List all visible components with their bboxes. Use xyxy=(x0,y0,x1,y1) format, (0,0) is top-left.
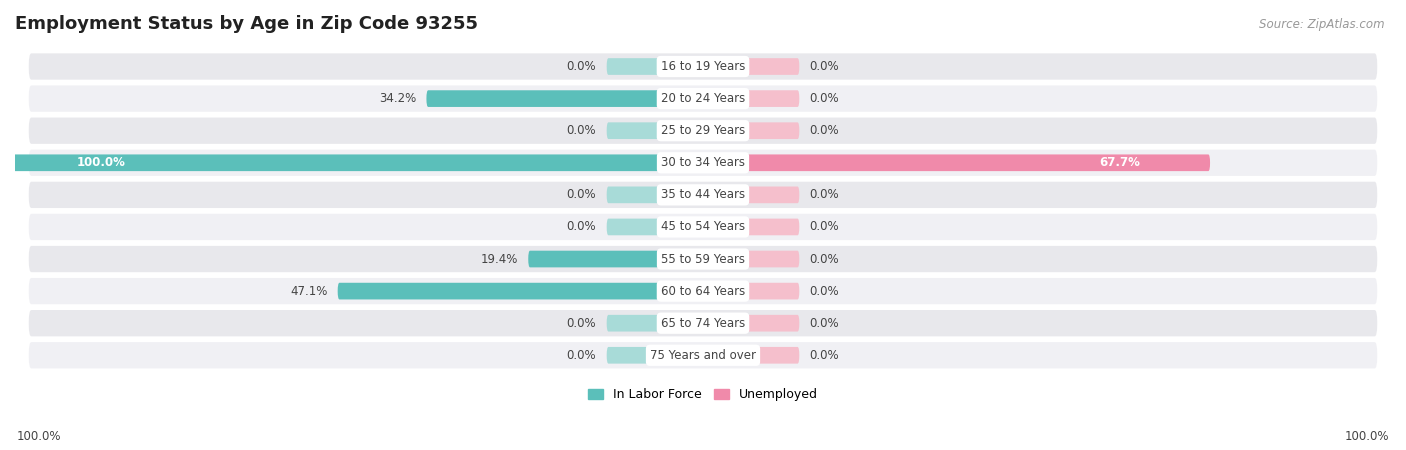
Text: 0.0%: 0.0% xyxy=(567,349,596,362)
Text: 0.0%: 0.0% xyxy=(567,60,596,73)
Text: 60 to 64 Years: 60 to 64 Years xyxy=(661,284,745,297)
Text: Employment Status by Age in Zip Code 93255: Employment Status by Age in Zip Code 932… xyxy=(15,15,478,33)
Text: 0.0%: 0.0% xyxy=(810,220,839,234)
FancyBboxPatch shape xyxy=(606,186,662,203)
FancyBboxPatch shape xyxy=(606,315,662,332)
Text: 16 to 19 Years: 16 to 19 Years xyxy=(661,60,745,73)
FancyBboxPatch shape xyxy=(744,154,1211,171)
Text: 19.4%: 19.4% xyxy=(481,252,517,266)
Text: 35 to 44 Years: 35 to 44 Years xyxy=(661,189,745,201)
FancyBboxPatch shape xyxy=(0,154,662,171)
FancyBboxPatch shape xyxy=(28,310,1378,336)
FancyBboxPatch shape xyxy=(744,186,800,203)
Text: 45 to 54 Years: 45 to 54 Years xyxy=(661,220,745,234)
Text: 67.7%: 67.7% xyxy=(1099,156,1140,169)
Text: 0.0%: 0.0% xyxy=(567,220,596,234)
Text: 0.0%: 0.0% xyxy=(810,317,839,330)
FancyBboxPatch shape xyxy=(606,58,662,75)
Text: 55 to 59 Years: 55 to 59 Years xyxy=(661,252,745,266)
Text: 0.0%: 0.0% xyxy=(810,189,839,201)
Text: 0.0%: 0.0% xyxy=(567,317,596,330)
FancyBboxPatch shape xyxy=(744,58,800,75)
FancyBboxPatch shape xyxy=(28,149,1378,176)
Text: 20 to 24 Years: 20 to 24 Years xyxy=(661,92,745,105)
FancyBboxPatch shape xyxy=(337,283,662,299)
Text: 25 to 29 Years: 25 to 29 Years xyxy=(661,124,745,137)
FancyBboxPatch shape xyxy=(606,219,662,235)
FancyBboxPatch shape xyxy=(28,246,1378,272)
FancyBboxPatch shape xyxy=(28,182,1378,208)
Text: 47.1%: 47.1% xyxy=(290,284,328,297)
FancyBboxPatch shape xyxy=(28,342,1378,369)
FancyBboxPatch shape xyxy=(28,54,1378,80)
Text: 0.0%: 0.0% xyxy=(810,284,839,297)
FancyBboxPatch shape xyxy=(744,122,800,139)
FancyBboxPatch shape xyxy=(744,90,800,107)
Text: 0.0%: 0.0% xyxy=(810,60,839,73)
Text: Source: ZipAtlas.com: Source: ZipAtlas.com xyxy=(1260,18,1385,31)
Text: 0.0%: 0.0% xyxy=(567,189,596,201)
Text: 65 to 74 Years: 65 to 74 Years xyxy=(661,317,745,330)
FancyBboxPatch shape xyxy=(28,117,1378,144)
FancyBboxPatch shape xyxy=(744,219,800,235)
Text: 0.0%: 0.0% xyxy=(810,252,839,266)
Text: 100.0%: 100.0% xyxy=(1344,430,1389,443)
FancyBboxPatch shape xyxy=(28,86,1378,112)
FancyBboxPatch shape xyxy=(606,347,662,364)
FancyBboxPatch shape xyxy=(426,90,662,107)
FancyBboxPatch shape xyxy=(744,315,800,332)
Text: 100.0%: 100.0% xyxy=(17,430,62,443)
Text: 0.0%: 0.0% xyxy=(810,92,839,105)
Text: 0.0%: 0.0% xyxy=(567,124,596,137)
FancyBboxPatch shape xyxy=(28,214,1378,240)
Text: 0.0%: 0.0% xyxy=(810,124,839,137)
Legend: In Labor Force, Unemployed: In Labor Force, Unemployed xyxy=(583,383,823,406)
FancyBboxPatch shape xyxy=(28,278,1378,304)
Text: 0.0%: 0.0% xyxy=(810,349,839,362)
FancyBboxPatch shape xyxy=(744,283,800,299)
FancyBboxPatch shape xyxy=(744,251,800,267)
Text: 30 to 34 Years: 30 to 34 Years xyxy=(661,156,745,169)
Text: 100.0%: 100.0% xyxy=(77,156,125,169)
Text: 34.2%: 34.2% xyxy=(378,92,416,105)
FancyBboxPatch shape xyxy=(744,347,800,364)
Text: 75 Years and over: 75 Years and over xyxy=(650,349,756,362)
FancyBboxPatch shape xyxy=(529,251,662,267)
FancyBboxPatch shape xyxy=(606,122,662,139)
